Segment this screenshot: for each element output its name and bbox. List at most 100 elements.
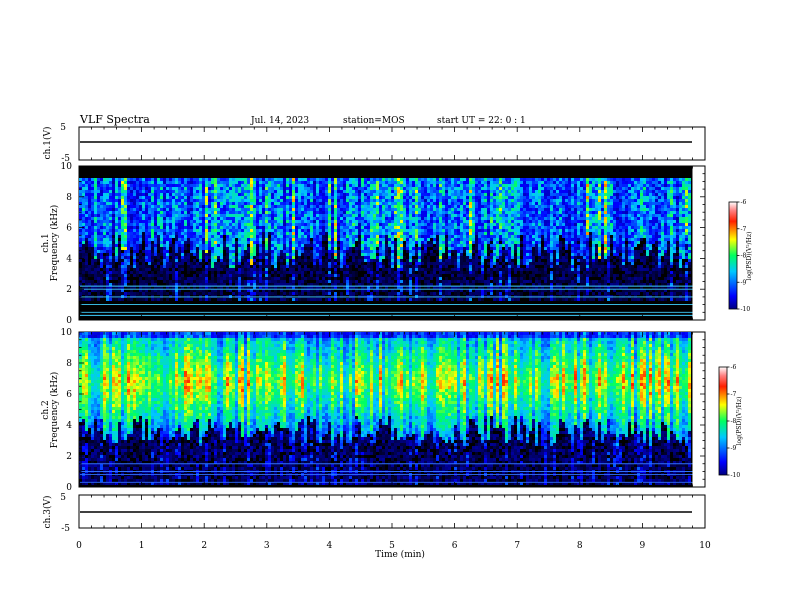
spectrogram-cell [403,244,406,247]
spectrogram-cell [364,235,367,238]
spectrogram-cell [346,298,349,301]
spectrogram-cell [292,199,295,202]
spectrogram-cell [301,262,304,265]
spectrogram-cell [343,184,346,187]
spectrogram-cell [268,286,271,289]
spectrogram-cell [325,226,328,229]
spectrogram-cell [106,181,109,184]
spectrogram-cell [106,214,109,217]
spectrogram-cell [253,253,256,256]
spectrogram-cell [103,217,106,220]
spectrogram-cell [97,208,100,211]
spectrogram-cell [418,220,421,223]
spectrogram-cell [187,202,190,205]
spectrogram-cell [427,199,430,202]
spectrogram-cell [301,259,304,262]
spectrogram-cell [370,253,373,256]
spectrogram-cell [388,283,391,286]
spectrogram-cell [256,205,259,208]
spectrogram-cell [103,211,106,214]
spectrogram-cell [325,286,328,289]
spectrogram-cell [298,235,301,238]
spectrogram-cell [277,280,280,283]
spectrogram-cell [304,277,307,280]
spectrogram-cell [166,238,169,241]
spectrogram-cell [193,280,196,283]
spectrogram-cell [145,229,148,232]
spectrogram-cell [367,280,370,283]
spectrogram-cell [103,205,106,208]
spectrogram-cell [439,184,442,187]
spectrogram-cell [454,271,457,274]
spectrogram-cell [412,178,415,181]
spectrogram-cell [271,277,274,280]
spectrogram-cell [214,223,217,226]
spectrogram-cell [355,205,358,208]
spectrogram-cell [163,253,166,256]
spectrogram-cell [406,190,409,193]
spectrogram-cell [127,274,130,277]
spectrogram-cell [106,193,109,196]
spectrogram-cell [109,244,112,247]
spectrogram-cell [193,244,196,247]
spectrogram-cell [397,211,400,214]
spectrogram-cell [187,211,190,214]
spectrogram-cell [403,205,406,208]
spectrogram-cell [79,208,82,211]
spectrogram-cell [346,268,349,271]
spectrogram-cell [412,292,415,295]
spectrogram-cell [430,187,433,190]
spectrogram-cell [82,184,85,187]
spectrogram-cell [202,232,205,235]
spectrogram-cell [307,274,310,277]
spectrogram-cell [388,274,391,277]
spectrogram-cell [160,196,163,199]
spectrogram-cell [214,199,217,202]
spectrogram-cell [115,190,118,193]
spectrogram-cell [430,214,433,217]
spectrogram-cell [109,193,112,196]
spectrogram-cell [253,238,256,241]
spectrogram-cell [127,226,130,229]
spectrogram-cell [388,238,391,241]
spectrogram-cell [316,298,319,301]
spectrogram-cell [292,226,295,229]
spectrogram-cell [277,298,280,301]
spectrogram-cell [214,262,217,265]
spectrogram-cell [295,241,298,244]
spectrogram-cell [103,283,106,286]
spectrogram-cell [448,238,451,241]
spectrogram-cell [367,229,370,232]
spectrogram-cell [97,214,100,217]
spectrogram-cell [382,193,385,196]
spectrogram-cell [445,223,448,226]
spectrogram-cell [196,244,199,247]
spectrogram-cell [451,184,454,187]
spectrogram-cell [244,289,247,292]
spectrogram-cell [211,247,214,250]
spectrogram-cell [328,202,331,205]
spectrogram-cell [223,229,226,232]
spectrogram-cell [427,241,430,244]
spectrogram-cell [364,277,367,280]
spectrogram-cell [112,241,115,244]
spectrogram-cell [271,193,274,196]
spectrogram-cell [436,235,439,238]
spectrogram-cell [343,250,346,253]
spectrogram-cell [166,247,169,250]
spectrogram-cell [181,214,184,217]
spectrogram-cell [199,250,202,253]
spectrogram-cell [100,211,103,214]
spectrogram-cell [112,265,115,268]
spectrogram-cell [439,256,442,259]
spectrogram-cell [391,259,394,262]
spectrogram-cell [226,244,229,247]
spectrogram-cell [325,235,328,238]
spectrogram-cell [280,211,283,214]
spectrogram-cell [256,241,259,244]
spectrogram-cell [415,232,418,235]
spectrogram-cell [391,289,394,292]
spectrogram-cell [364,205,367,208]
spectrogram-cell [157,226,160,229]
spectrogram-cell [127,229,130,232]
